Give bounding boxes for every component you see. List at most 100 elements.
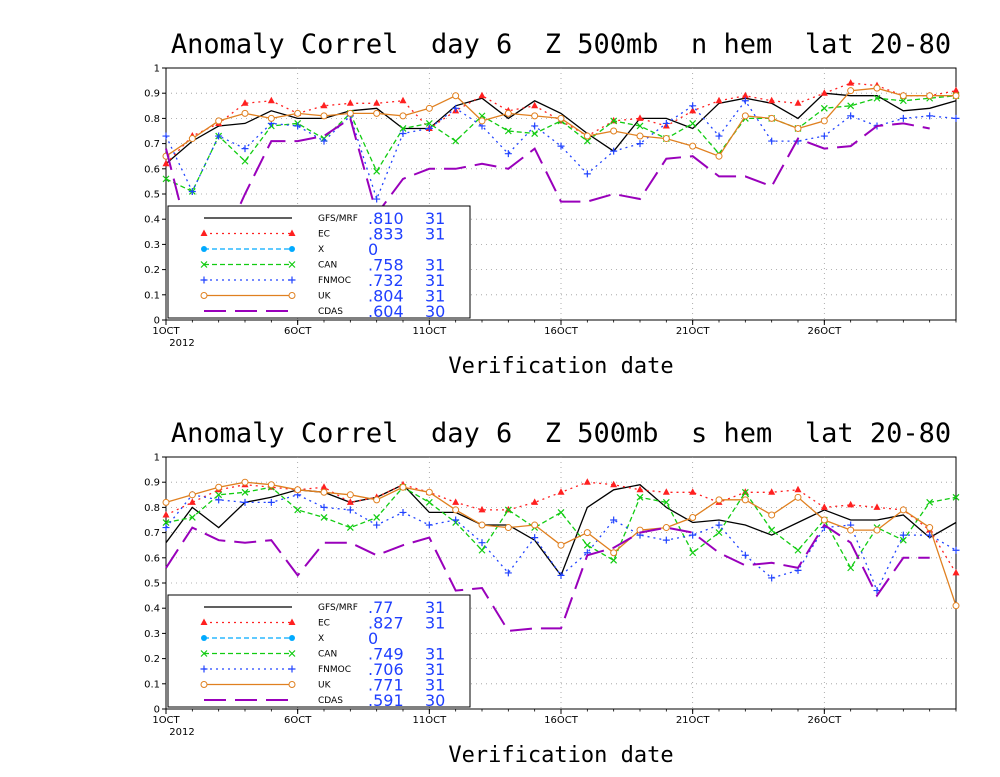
- data-point: [741, 496, 749, 504]
- data-point: [610, 127, 618, 135]
- legend-score: .758: [368, 256, 404, 275]
- data-point: [425, 521, 433, 529]
- data-point: [926, 112, 934, 120]
- data-point: [610, 480, 618, 488]
- data-point: [478, 505, 486, 513]
- legend-marker: [200, 650, 208, 657]
- data-point: [557, 541, 565, 549]
- data-point: [557, 509, 565, 516]
- data-point: [504, 569, 512, 577]
- y-tick-label: 0.5: [144, 190, 160, 201]
- data-point: [610, 147, 618, 155]
- data-point: [373, 521, 381, 529]
- y-tick-label: 1: [154, 453, 160, 464]
- x-tick-label: 21OCT: [676, 715, 711, 726]
- legend-marker: [288, 229, 296, 236]
- data-point: [873, 503, 881, 510]
- legend-score: .604: [368, 302, 404, 321]
- data-point: [215, 132, 223, 140]
- legend-count: 31: [425, 209, 445, 228]
- legend-score: .749: [368, 645, 404, 664]
- legend-count: 31: [425, 645, 445, 664]
- data-point: [662, 524, 670, 532]
- legend-label: X: [318, 245, 324, 255]
- data-point: [689, 106, 697, 114]
- legend-label: GFS/MRF: [318, 214, 358, 224]
- data-point: [452, 506, 460, 514]
- legend-score: .706: [368, 660, 404, 679]
- legend-label: UK: [318, 292, 332, 302]
- y-tick-label: 0.1: [144, 679, 160, 690]
- data-point: [504, 524, 512, 532]
- data-point: [794, 124, 802, 132]
- data-point: [583, 137, 591, 145]
- data-point: [952, 92, 960, 100]
- x-tick-label: 21OCT: [676, 326, 711, 337]
- series-uk: [162, 478, 960, 610]
- data-point: [557, 571, 565, 579]
- data-point: [425, 120, 433, 127]
- legend-count: 31: [425, 660, 445, 679]
- data-point: [504, 109, 512, 117]
- data-point: [531, 130, 539, 137]
- y-tick-label: 0.8: [144, 114, 160, 125]
- y-tick-label: 0.3: [144, 629, 160, 640]
- data-point: [926, 92, 934, 100]
- data-point: [346, 498, 354, 505]
- data-point: [346, 99, 354, 106]
- data-point: [768, 488, 776, 495]
- data-point: [820, 104, 828, 112]
- data-point: [241, 99, 249, 106]
- data-point: [215, 491, 223, 499]
- data-point: [188, 187, 196, 195]
- data-point: [320, 112, 328, 120]
- y-tick-label: 1: [154, 64, 160, 75]
- data-point: [689, 120, 697, 127]
- data-point: [504, 506, 512, 514]
- data-point: [320, 137, 328, 145]
- y-tick-label: 0.7: [144, 528, 160, 539]
- data-point: [794, 99, 802, 106]
- data-point: [241, 109, 249, 117]
- legend-label: GFS/MRF: [318, 603, 358, 613]
- legend-score: .827: [368, 614, 404, 633]
- legend-count: 31: [425, 271, 445, 290]
- data-point: [583, 529, 591, 537]
- data-point: [847, 102, 855, 110]
- y-tick-label: 0: [154, 705, 160, 716]
- legend-marker: [289, 246, 295, 252]
- x-tick-label: 6OCT: [284, 715, 312, 726]
- data-point: [768, 526, 776, 534]
- data-point: [899, 114, 907, 122]
- data-point: [636, 132, 644, 140]
- data-point: [162, 498, 170, 506]
- data-point: [583, 132, 591, 140]
- data-point: [452, 137, 460, 145]
- series-fnmoc: [162, 97, 960, 203]
- legend-marker: [288, 261, 296, 268]
- data-point: [373, 109, 381, 117]
- data-point: [952, 114, 960, 122]
- data-point: [820, 516, 828, 524]
- data-point: [504, 127, 512, 135]
- data-point: [610, 549, 618, 557]
- data-point: [188, 491, 196, 499]
- data-point: [215, 496, 223, 504]
- data-point: [926, 498, 934, 506]
- data-point: [294, 506, 302, 514]
- data-point: [715, 521, 723, 529]
- data-point: [373, 167, 381, 175]
- series-cdas: [165, 523, 930, 632]
- data-point: [346, 109, 354, 117]
- y-tick-label: 0: [154, 316, 160, 327]
- data-point: [320, 483, 328, 490]
- data-point: [662, 135, 670, 143]
- data-point: [952, 546, 960, 554]
- data-point: [820, 117, 828, 125]
- y-tick-label: 0.6: [144, 553, 160, 564]
- legend-count: 30: [425, 691, 445, 710]
- data-point: [452, 92, 460, 100]
- data-point: [478, 112, 486, 120]
- data-point: [425, 488, 433, 496]
- data-point: [241, 498, 249, 506]
